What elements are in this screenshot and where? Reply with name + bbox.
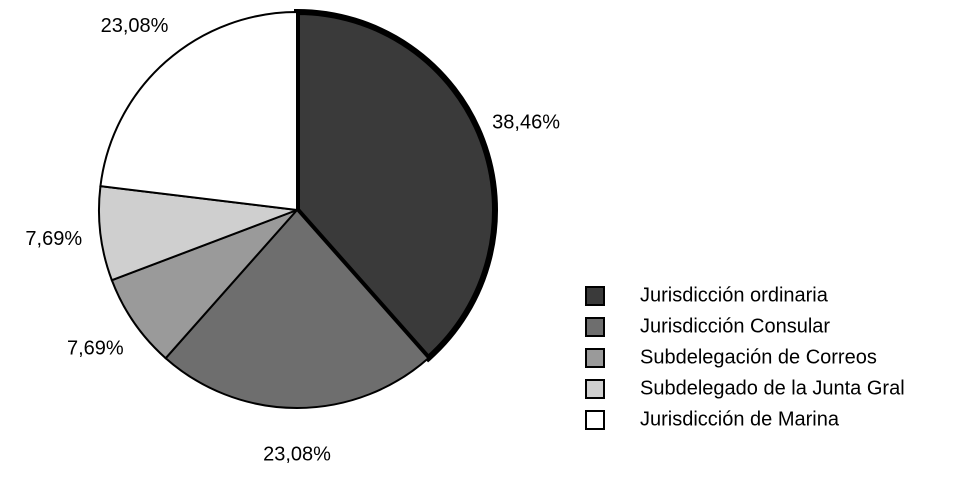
pie-slice: [294, 8, 498, 363]
pie-slice: [98, 185, 298, 282]
legend-swatch: [585, 379, 605, 399]
pie-slice: [99, 10, 298, 212]
legend-swatch: [585, 410, 605, 430]
pie-slice: [110, 209, 298, 360]
legend-swatch: [585, 286, 605, 306]
legend-swatch: [585, 348, 605, 368]
legend-label: Subdelegado de la Junta Gral: [640, 377, 905, 399]
legend-swatch: [585, 317, 605, 337]
legend-label: Jurisdicción Consular: [640, 315, 830, 337]
data-label: 7,69%: [67, 337, 124, 359]
data-label: 23,08%: [101, 15, 169, 37]
legend-label: Jurisdicción ordinaria: [640, 284, 829, 306]
data-label: 7,69%: [25, 228, 82, 250]
pie-slice: [164, 208, 430, 409]
data-label: 38,46%: [492, 111, 560, 133]
legend-label: Jurisdicción de Marina: [640, 408, 840, 430]
data-label: 23,08%: [263, 443, 331, 465]
legend-label: Subdelegación de Correos: [640, 346, 877, 368]
